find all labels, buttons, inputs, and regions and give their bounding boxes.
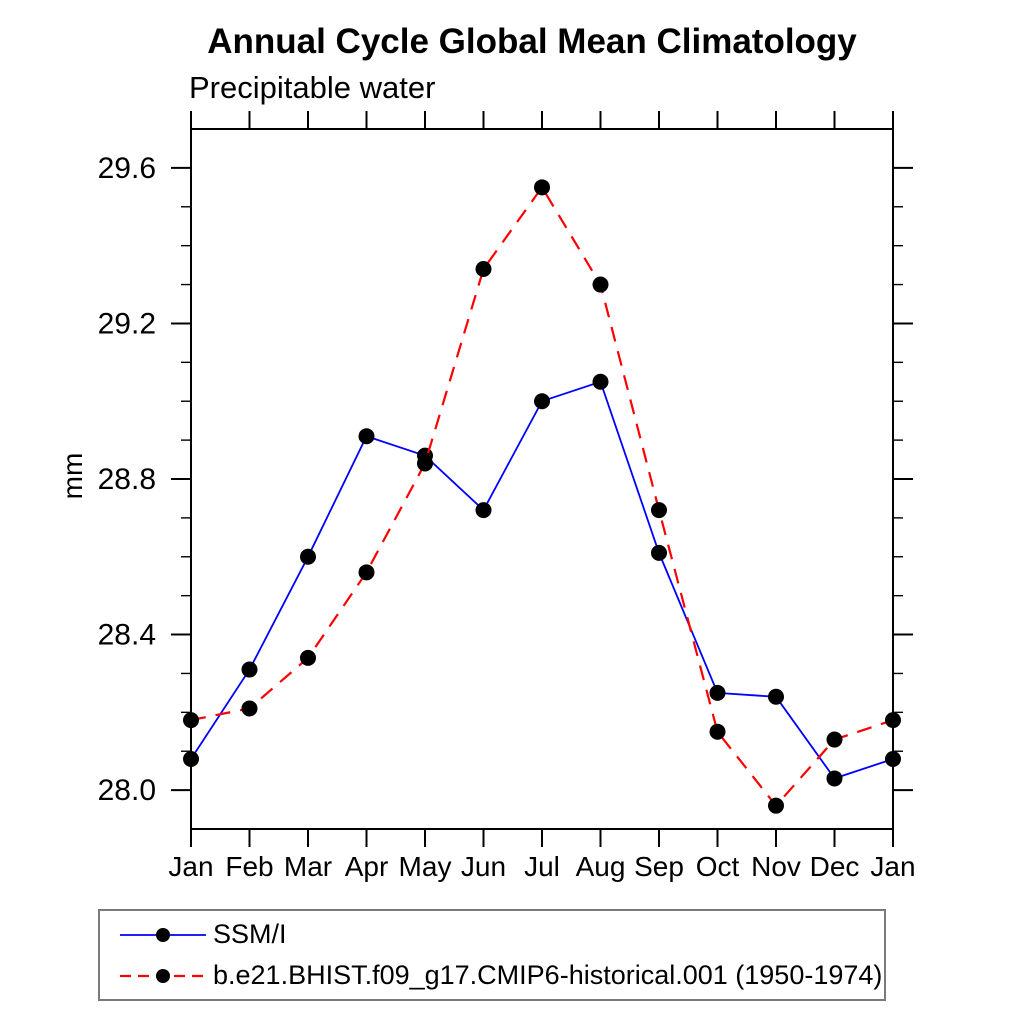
series-0-marker-3-Apr: [358, 428, 375, 445]
chart-subtitle: Precipitable water: [189, 70, 436, 105]
series-1-marker-0-Jan: [183, 712, 199, 729]
x-tick-label-6: Jul: [524, 851, 560, 882]
series-0-marker-12-Jan: [885, 751, 901, 767]
series-0-marker-11-Dec: [826, 770, 843, 787]
y-tick-label: 28.8: [98, 463, 156, 496]
legend-marker-model: [156, 968, 170, 983]
legend-swatch-model-line: [120, 968, 206, 983]
x-tick-label-9: Oct: [696, 851, 740, 882]
legend-swatch-ssmi-line: [120, 927, 206, 942]
series-1-marker-10-Nov: [768, 797, 784, 814]
series-0-marker-7-Aug: [592, 373, 609, 390]
x-tick-label-8: Sep: [634, 851, 684, 882]
legend: SSM/I b.e21.BHIST.f09_g17.CMIP6-historic…: [98, 909, 886, 1001]
x-tick-label-4: May: [399, 851, 452, 882]
series-0-marker-8-Sep: [651, 544, 667, 561]
y-tick-label: 29.2: [98, 307, 156, 340]
series-1-marker-6-Jul: [534, 179, 550, 196]
x-tick-label-1: Feb: [225, 851, 273, 882]
y-tick-label: 28.4: [98, 619, 156, 652]
series-1-marker-5-Jun: [475, 261, 492, 277]
series-0-marker-10-Nov: [768, 688, 784, 705]
legend-label-ssmi: SSM/I: [213, 919, 287, 949]
chart-title: Annual Cycle Global Mean Climatology: [207, 22, 857, 61]
x-tick-label-11: Dec: [810, 851, 860, 882]
series-1-marker-2-Mar: [300, 649, 316, 666]
series-0-marker-1-Feb: [241, 661, 258, 678]
x-tick-label-3: Apr: [345, 851, 389, 882]
series-0-marker-6-Jul: [534, 393, 550, 410]
series-1-marker-9-Oct: [709, 723, 726, 740]
legend-label-model: b.e21.BHIST.f09_g17.CMIP6-historical.001…: [213, 960, 883, 990]
x-tick-label-0: Jan: [168, 851, 213, 882]
x-tick-label-5: Jun: [461, 851, 506, 882]
y-tick-label: 28.0: [98, 774, 156, 807]
series-1-marker-8-Sep: [651, 502, 667, 519]
series-0-line: [190, 380, 894, 780]
series-0-marker-5-Jun: [475, 502, 492, 519]
legend-row-ssmi: SSM/I: [119, 918, 884, 952]
legend-row-model: b.e21.BHIST.f09_g17.CMIP6-historical.001…: [119, 959, 884, 993]
series-1-marker-4-May: [417, 455, 433, 472]
x-tick-label-2: Mar: [284, 851, 332, 882]
y-tick-label: 29.6: [98, 152, 156, 185]
plot-frame: [190, 128, 894, 830]
series-0-marker-2-Mar: [300, 548, 316, 565]
series-0-marker-0-Jan: [183, 751, 199, 767]
series-1-marker-11-Dec: [826, 731, 843, 748]
series-1-marker-1-Feb: [241, 700, 258, 717]
series-1-marker-12-Jan: [885, 712, 901, 729]
series-1-marker-7-Aug: [592, 276, 609, 293]
x-tick-label-7: Aug: [576, 851, 626, 882]
x-tick-label-10: Nov: [751, 851, 801, 882]
series-1-marker-3-Apr: [358, 564, 375, 581]
series-0-marker-9-Oct: [709, 684, 726, 701]
legend-marker-ssmi: [156, 927, 170, 942]
x-tick-label-12: Jan: [870, 851, 915, 882]
